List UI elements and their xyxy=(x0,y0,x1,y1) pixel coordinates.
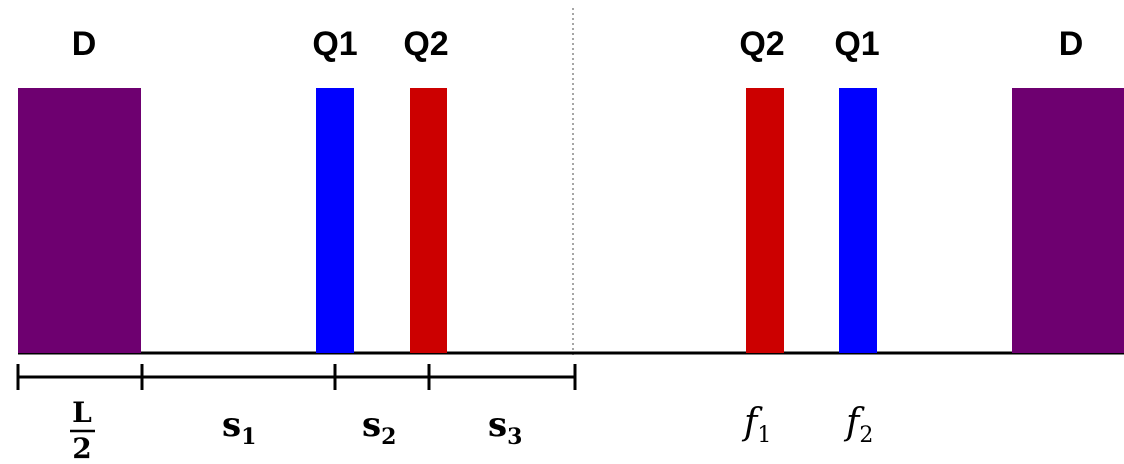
f2-subscript: 2 xyxy=(859,423,873,448)
s2-subscript: 2 xyxy=(381,424,396,450)
q2-right-label: Q2 xyxy=(739,25,784,63)
q2-left-label: Q2 xyxy=(403,25,448,63)
half-length-numerator: L xyxy=(72,396,92,429)
q2-left-block xyxy=(410,88,447,353)
q1-right-label: Q1 xyxy=(834,25,879,63)
f1-subscript: 1 xyxy=(757,423,771,448)
dimension-bar xyxy=(16,364,577,390)
s1-subscript: 1 xyxy=(241,424,256,450)
s2-label: s2 xyxy=(362,405,396,450)
q1-left-block xyxy=(316,88,354,353)
s1-label: s1 xyxy=(222,405,256,450)
q2-right-block xyxy=(746,88,784,353)
dipole-right-block xyxy=(1012,88,1124,353)
dipole-left-label: D xyxy=(72,25,97,63)
q1-right-block xyxy=(839,88,877,353)
half-length-denominator: 2 xyxy=(72,432,91,464)
dipole-left-block xyxy=(18,88,141,353)
dipole-right-label: D xyxy=(1059,25,1084,63)
half-length-label: L 2 xyxy=(70,396,95,464)
s3-subscript: 3 xyxy=(507,424,522,450)
s3-base: s xyxy=(488,405,507,445)
s2-base: s xyxy=(362,405,381,445)
f2-label: f2 xyxy=(843,402,873,448)
q1-left-label: Q1 xyxy=(312,25,357,63)
f1-label: f1 xyxy=(741,402,771,448)
s3-label: s3 xyxy=(488,405,522,450)
s1-base: s xyxy=(222,405,241,445)
